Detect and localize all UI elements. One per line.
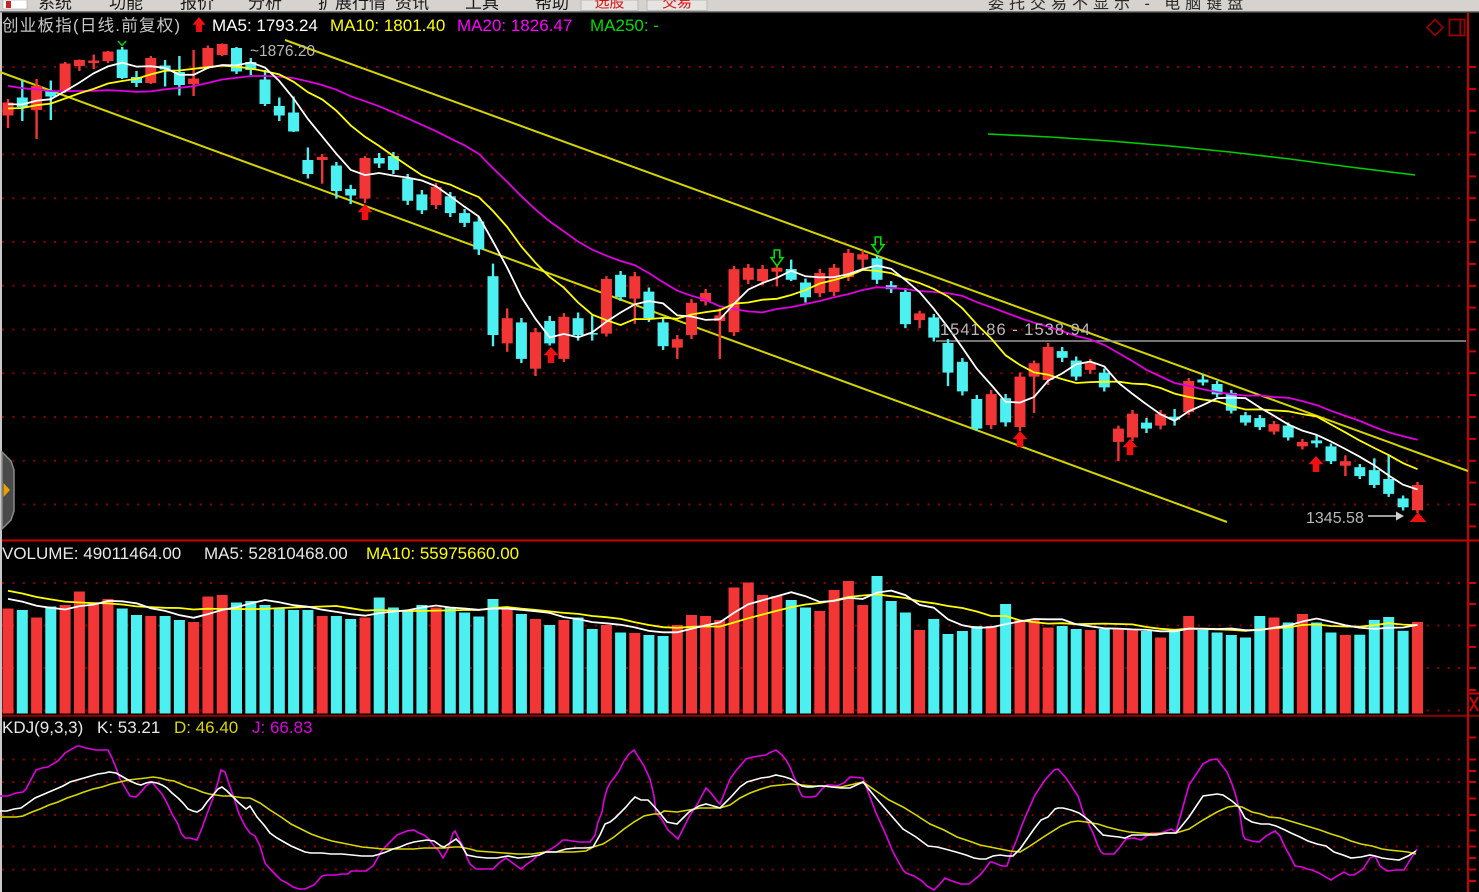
svg-text:选股: 选股 [595,0,625,11]
svg-text:1345.58: 1345.58 [1306,510,1364,527]
svg-text:MA5: 52810468.00: MA5: 52810468.00 [204,544,348,563]
svg-text:~1876.20: ~1876.20 [250,43,315,60]
svg-text:扩展行情: 扩展行情 [318,0,386,13]
svg-text:D: 46.40: D: 46.40 [174,718,238,737]
svg-text:创业板指(日线.前复权): 创业板指(日线.前复权) [2,16,180,35]
svg-text:委托交易不显示 - 电脑键盘: 委托交易不显示 - 电脑键盘 [988,0,1248,13]
svg-text:资讯: 资讯 [395,0,429,13]
svg-text:J: 66.83: J: 66.83 [252,718,313,737]
svg-text:K: 53.21: K: 53.21 [97,718,160,737]
svg-text:分析: 分析 [248,0,282,13]
svg-text:MA10: 1801.40: MA10: 1801.40 [330,16,445,35]
svg-text:工具: 工具 [465,0,499,13]
svg-text:1541.86 - 1538.94: 1541.86 - 1538.94 [940,321,1091,339]
svg-text:交易: 交易 [662,0,692,11]
svg-text:MA5: 1793.24: MA5: 1793.24 [212,16,318,35]
svg-text:KDJ(9,3,3): KDJ(9,3,3) [2,718,83,737]
svg-text:功能: 功能 [109,0,143,13]
svg-text:MA20: 1826.47: MA20: 1826.47 [457,16,572,35]
svg-text:系统: 系统 [38,0,72,13]
svg-text:报价: 报价 [180,0,214,13]
svg-text:MA10: 55975660.00: MA10: 55975660.00 [366,544,519,563]
svg-text:帮助: 帮助 [535,0,569,13]
svg-text:VOLUME: 49011464.00: VOLUME: 49011464.00 [2,544,181,563]
svg-text:MA250: -: MA250: - [590,16,659,35]
